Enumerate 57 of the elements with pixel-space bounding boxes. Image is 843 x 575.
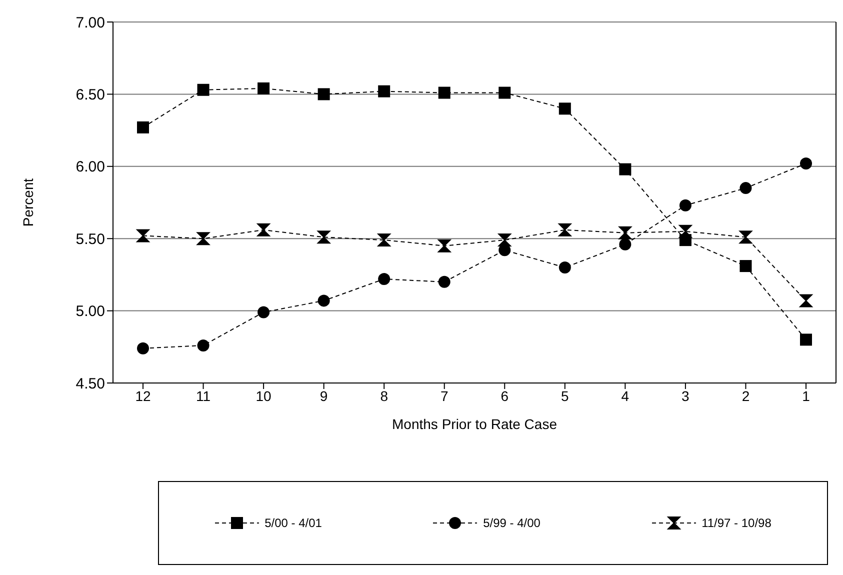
y-tick-label: 7.00 — [76, 14, 105, 32]
point — [136, 229, 150, 242]
legend-label: 5/00 - 4/01 — [264, 516, 322, 530]
point — [137, 121, 149, 134]
point — [137, 342, 149, 354]
x-tick-label: 9 — [320, 388, 328, 404]
point — [318, 88, 330, 100]
point — [317, 230, 330, 244]
point — [318, 294, 330, 307]
point — [257, 223, 270, 236]
point — [378, 273, 390, 286]
point — [197, 84, 210, 96]
x-tick-label: 7 — [440, 388, 448, 404]
point — [258, 306, 270, 318]
x-tick-label: 8 — [380, 388, 388, 404]
point — [378, 234, 391, 247]
point — [438, 276, 450, 288]
point — [196, 232, 210, 246]
x-tick-label: 4 — [621, 388, 630, 404]
point — [378, 85, 390, 98]
y-axis-title: Percent — [20, 178, 36, 227]
point — [619, 238, 632, 250]
point — [678, 224, 692, 238]
y-tick-label: 4.50 — [76, 375, 105, 392]
x-tick-label: 6 — [500, 388, 509, 404]
point — [258, 82, 270, 94]
y-tick-label: 6.00 — [76, 158, 105, 176]
point — [618, 226, 632, 240]
point — [800, 158, 812, 170]
x-tick-label: 5 — [561, 388, 570, 404]
point — [558, 102, 571, 115]
x-tick-label: 1 — [802, 388, 810, 404]
point — [800, 294, 812, 308]
point — [438, 86, 450, 99]
point — [619, 163, 632, 176]
point — [197, 339, 210, 352]
x-tick-label: 3 — [682, 388, 690, 404]
point — [740, 182, 752, 194]
y-tick-label: 6.50 — [76, 86, 105, 104]
legend-label: 5/99 - 4/00 — [483, 516, 540, 530]
y-tick-label: 5.50 — [76, 230, 105, 248]
x-axis-title: Months Prior to Rate Case — [392, 416, 558, 432]
point — [558, 261, 571, 274]
legend-label: 11/97 - 10/98 — [702, 516, 772, 530]
point — [800, 334, 812, 346]
point — [739, 230, 752, 244]
x-tick-label: 2 — [742, 388, 750, 404]
point — [740, 260, 752, 272]
y-tick-label: 5.00 — [76, 303, 105, 320]
point — [498, 234, 512, 247]
point — [679, 199, 692, 212]
x-tick-label: 11 — [196, 388, 211, 404]
point — [498, 86, 511, 99]
point — [438, 239, 451, 252]
point — [558, 223, 572, 236]
x-tick-label: 10 — [256, 388, 272, 404]
x-tick-label: 12 — [135, 388, 151, 404]
